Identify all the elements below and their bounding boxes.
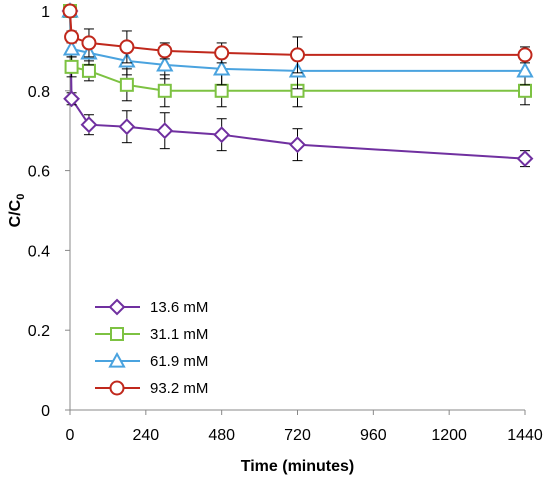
x-tick-label: 0: [66, 427, 75, 444]
x-tick-label: 1440: [507, 427, 543, 444]
legend-marker: [110, 327, 124, 341]
data-point: [156, 122, 174, 140]
x-tick-label: 240: [132, 427, 159, 444]
data-point: [64, 29, 80, 45]
y-tick-label: 0.6: [28, 164, 50, 181]
legend-item: 13.6 mM: [95, 298, 208, 316]
legend-label: 93.2 mM: [150, 380, 208, 397]
legend: 13.6 mM 31.1 mM 61.9 mM 93.2 mM: [95, 298, 208, 397]
tick-labels: 0 0.2 0.4 0.6 0.8 1 0 240 480 720 960 1200 1440: [28, 4, 543, 444]
y-tick-label: 1: [41, 4, 50, 21]
data-point: [64, 59, 79, 74]
data-point: [289, 136, 306, 154]
data-point: [156, 55, 174, 72]
data-point: [212, 59, 231, 76]
data-point: [80, 116, 98, 134]
data-point: [518, 83, 532, 98]
x-tick-label: 960: [360, 427, 387, 444]
data-point: [516, 61, 534, 78]
y-tick-label: 0.4: [28, 243, 50, 260]
data-point: [62, 3, 78, 19]
x-tick-label: 720: [284, 427, 311, 444]
data-point: [157, 83, 172, 98]
x-tick-label: 480: [208, 427, 235, 444]
legend-marker: [108, 298, 126, 316]
data-point: [516, 150, 534, 168]
series-4: [62, 3, 533, 74]
legend-item: 31.1 mM: [95, 326, 208, 343]
x-tick-label: 1200: [431, 427, 467, 444]
y-axis-title: C/C0: [7, 194, 27, 228]
x-axis-title: Time (minutes): [241, 458, 355, 475]
legend-marker: [109, 380, 125, 396]
data-point: [81, 35, 97, 51]
legend-label: 31.1 mM: [150, 326, 208, 343]
y-tick-label: 0: [41, 403, 50, 420]
data-point: [81, 63, 96, 78]
legend-label: 61.9 mM: [150, 353, 208, 370]
y-tick-label: 0.8: [28, 84, 50, 101]
legend-label: 13.6 mM: [150, 299, 208, 316]
legend-marker: [108, 351, 126, 368]
series-1: [61, 2, 534, 168]
legend-item: 61.9 mM: [95, 351, 208, 370]
data-point: [290, 47, 305, 63]
data-point: [214, 83, 229, 98]
data-point: [119, 39, 135, 55]
y-tick-label: 0.2: [28, 323, 50, 340]
data-point: [118, 118, 136, 136]
data-point: [63, 90, 80, 108]
y-axis-title-subscript: 0: [15, 194, 27, 200]
data-point: [157, 43, 173, 59]
series-layer: [61, 1, 534, 168]
data-point: [62, 39, 81, 56]
data-point: [214, 45, 230, 61]
y-axis-title-main: C/C: [7, 199, 24, 227]
data-point: [517, 47, 533, 63]
data-point: [119, 77, 134, 92]
legend-item: 93.2 mM: [95, 380, 208, 397]
data-point: [213, 126, 231, 144]
